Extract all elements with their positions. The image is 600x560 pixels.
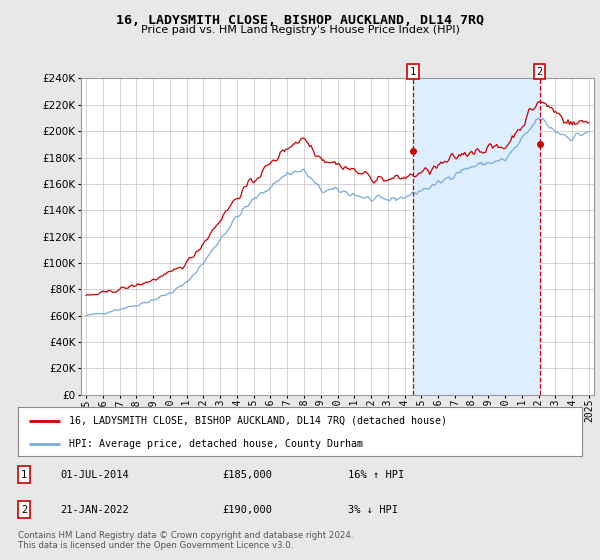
Text: 16% ↑ HPI: 16% ↑ HPI bbox=[348, 470, 404, 479]
Text: £190,000: £190,000 bbox=[222, 505, 272, 515]
Text: 21-JAN-2022: 21-JAN-2022 bbox=[60, 505, 129, 515]
Text: 01-JUL-2014: 01-JUL-2014 bbox=[60, 470, 129, 479]
Text: Price paid vs. HM Land Registry's House Price Index (HPI): Price paid vs. HM Land Registry's House … bbox=[140, 25, 460, 35]
Text: 3% ↓ HPI: 3% ↓ HPI bbox=[348, 505, 398, 515]
Text: 1: 1 bbox=[21, 470, 27, 479]
Text: Contains HM Land Registry data © Crown copyright and database right 2024.
This d: Contains HM Land Registry data © Crown c… bbox=[18, 530, 353, 550]
Text: 2: 2 bbox=[536, 67, 542, 77]
Text: 1: 1 bbox=[410, 67, 416, 77]
Text: £185,000: £185,000 bbox=[222, 470, 272, 479]
Text: 16, LADYSMITH CLOSE, BISHOP AUCKLAND, DL14 7RQ: 16, LADYSMITH CLOSE, BISHOP AUCKLAND, DL… bbox=[116, 14, 484, 27]
Text: HPI: Average price, detached house, County Durham: HPI: Average price, detached house, Coun… bbox=[69, 439, 363, 449]
Text: 2: 2 bbox=[21, 505, 27, 515]
Text: 16, LADYSMITH CLOSE, BISHOP AUCKLAND, DL14 7RQ (detached house): 16, LADYSMITH CLOSE, BISHOP AUCKLAND, DL… bbox=[69, 416, 447, 426]
Bar bbox=[413, 78, 539, 395]
